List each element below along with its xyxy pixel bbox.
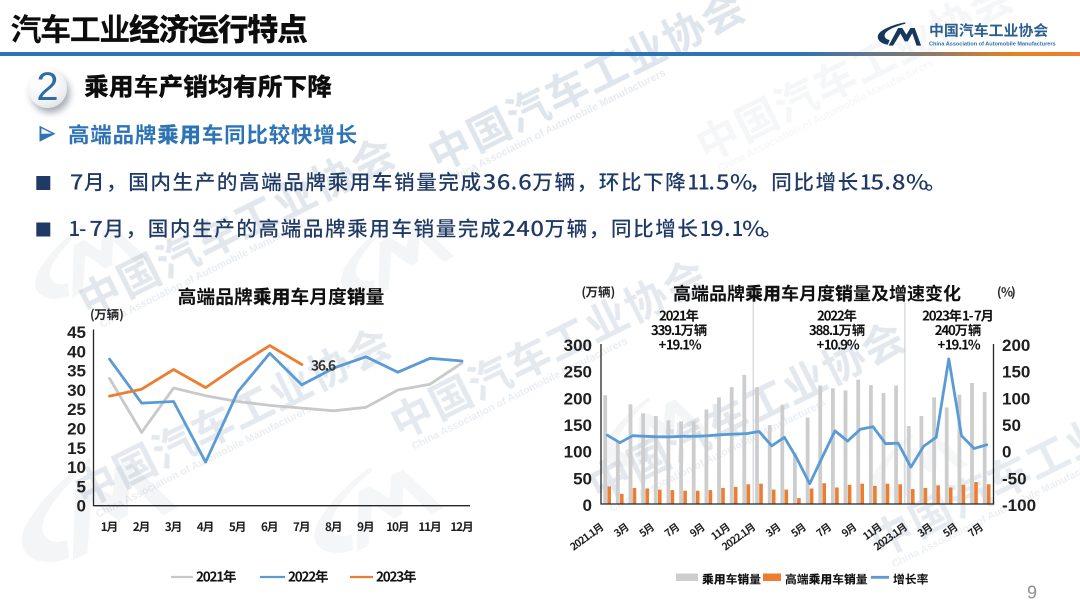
svg-text:0: 0 [77, 497, 86, 516]
svg-text:15: 15 [67, 439, 86, 458]
svg-text:0: 0 [583, 496, 592, 515]
svg-text:50: 50 [1002, 416, 1021, 435]
svg-text:250: 250 [564, 363, 592, 382]
svg-text:-50: -50 [1002, 469, 1027, 488]
svg-text:35: 35 [67, 362, 86, 381]
svg-text:50: 50 [573, 469, 592, 488]
svg-text:200: 200 [564, 389, 592, 408]
svg-text:300: 300 [564, 336, 592, 355]
svg-text:150: 150 [1002, 363, 1030, 382]
svg-text:40: 40 [67, 342, 86, 361]
svg-text:20: 20 [67, 420, 86, 439]
svg-text:China Association of Automobil: China Association of Automobile Manufact… [929, 42, 1056, 48]
svg-text:200: 200 [1002, 336, 1030, 355]
svg-text:0: 0 [1002, 443, 1011, 462]
svg-text:5: 5 [77, 477, 86, 496]
svg-text:30: 30 [67, 381, 86, 400]
svg-text:100: 100 [564, 443, 592, 462]
svg-text:9: 9 [1027, 583, 1037, 603]
svg-text:45: 45 [67, 323, 86, 342]
svg-text:25: 25 [67, 400, 86, 419]
svg-text:-100: -100 [1002, 496, 1036, 515]
svg-text:100: 100 [1002, 389, 1030, 408]
svg-text:150: 150 [564, 416, 592, 435]
svg-text:10: 10 [67, 458, 86, 477]
